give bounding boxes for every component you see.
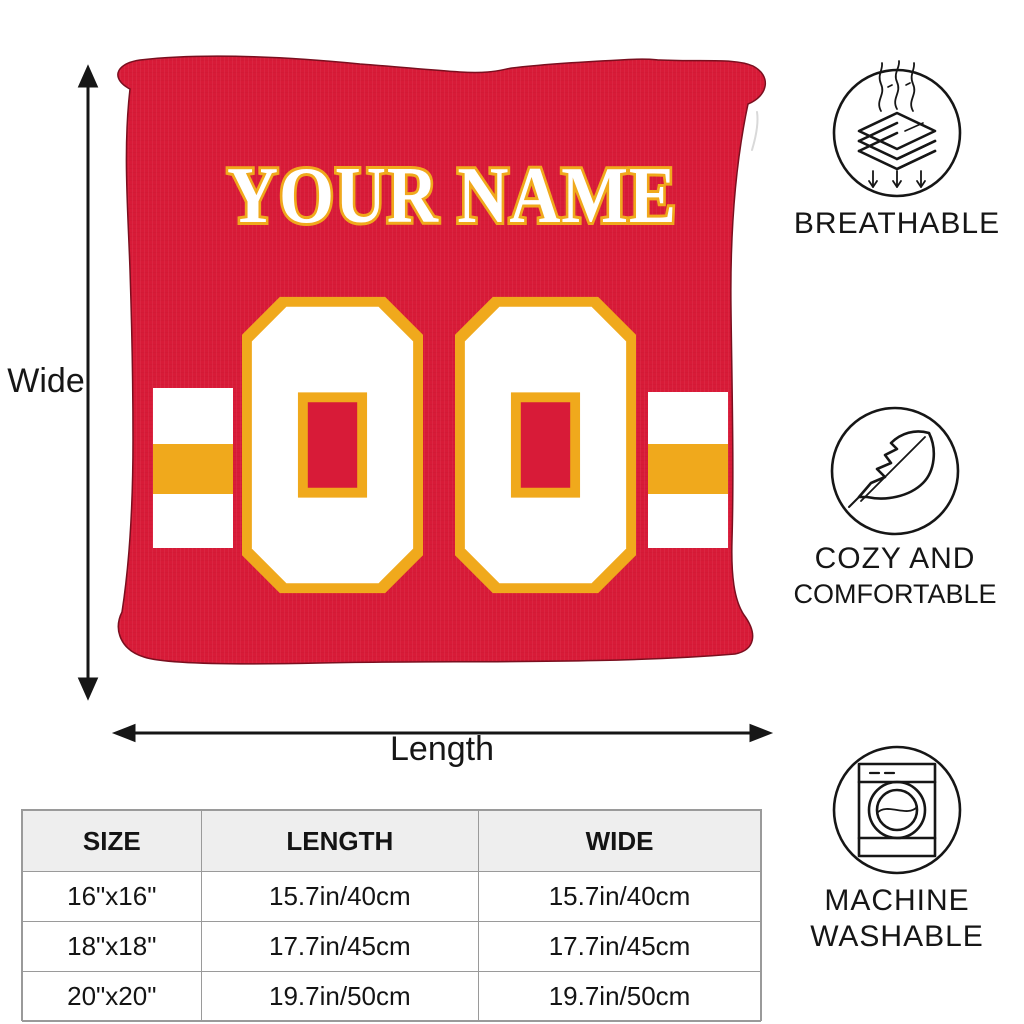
- svg-text:Wide: Wide: [7, 362, 84, 400]
- svg-text:Length: Length: [390, 730, 494, 768]
- svg-text:WASHABLE: WASHABLE: [810, 920, 984, 953]
- svg-text:BREATHABLE: BREATHABLE: [794, 207, 1000, 240]
- svg-text:COMFORTABLE: COMFORTABLE: [793, 579, 996, 609]
- svg-text:YOUR NAME: YOUR NAME: [227, 152, 677, 240]
- svg-text:MACHINE: MACHINE: [824, 884, 969, 917]
- svg-text:COZY AND: COZY AND: [815, 542, 976, 575]
